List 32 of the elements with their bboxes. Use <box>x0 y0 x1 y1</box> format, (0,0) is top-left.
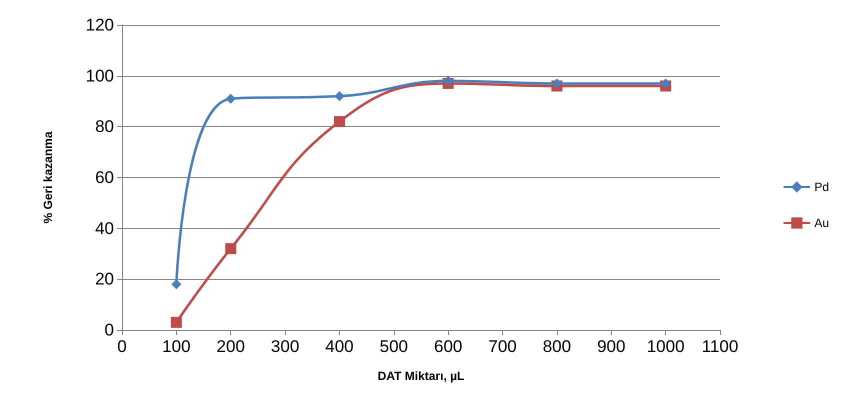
y-tick-label: 60 <box>95 168 114 187</box>
y-tick-label: 80 <box>95 117 114 136</box>
x-tick-label: 600 <box>434 337 462 356</box>
point <box>225 243 236 254</box>
x-tick-label: 900 <box>597 337 626 356</box>
x-tick-label: 200 <box>216 337 245 356</box>
legend-label: Au <box>814 216 830 230</box>
point <box>170 316 182 328</box>
point <box>443 76 454 86</box>
y-tick-label: 0 <box>104 320 114 340</box>
point <box>660 78 671 88</box>
y-tick-label: 120 <box>86 16 114 34</box>
x-tick-label: 500 <box>380 337 408 356</box>
point <box>226 94 236 104</box>
x-tick-label: 800 <box>542 337 572 356</box>
y-tick-label: 100 <box>86 66 114 86</box>
y-tick-label: 20 <box>95 270 114 289</box>
x-tick-label: 400 <box>325 337 354 356</box>
x-tick-label: 300 <box>270 337 300 356</box>
x-axis-title: DAT Miktarı, µL <box>378 369 464 383</box>
point <box>171 279 182 290</box>
y-axis-title: % Geri kazanma <box>41 131 55 224</box>
point <box>334 116 345 128</box>
y-tick-label: 40 <box>95 218 114 238</box>
x-tick-label: 1000 <box>646 337 685 356</box>
legend-label: Pd <box>814 180 830 194</box>
x-tick-label: 100 <box>162 337 191 356</box>
x-tick-label: 1100 <box>702 337 738 356</box>
x-tick-label: 0 <box>117 337 127 356</box>
point <box>552 78 562 88</box>
point <box>334 91 344 102</box>
x-tick-label: 700 <box>488 337 517 356</box>
